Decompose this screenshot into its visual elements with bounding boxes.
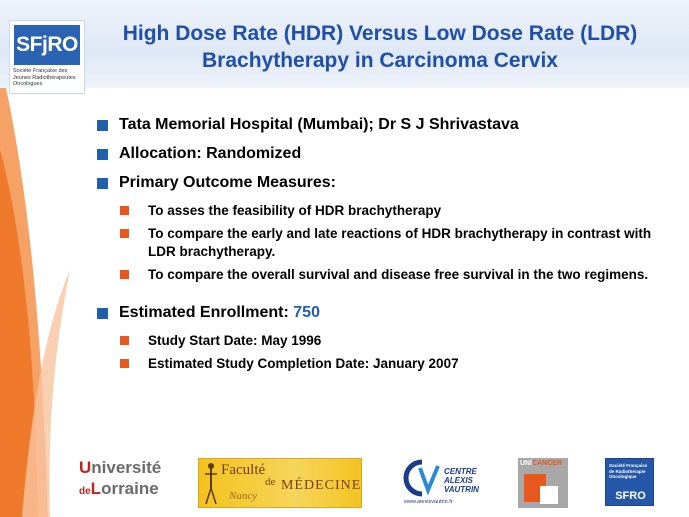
square-bullet-icon xyxy=(97,120,108,131)
square-bullet-icon xyxy=(97,308,108,319)
unicancer-mark-icon xyxy=(524,474,558,504)
bullet-item: Tata Memorial Hospital (Mumbai); Dr S J … xyxy=(97,115,677,135)
sub-bullet-item: Estimated Study Completion Date: January… xyxy=(120,355,677,373)
sub-bullet-item: To compare the overall survival and dise… xyxy=(120,266,677,284)
unicancer-logo: UNICANCER xyxy=(518,458,568,508)
header-band xyxy=(0,0,689,88)
sub-bullet-text: Study Start Date: May 1996 xyxy=(148,333,322,348)
bullet-text: Primary Outcome Measures: xyxy=(119,174,336,191)
skeleton-icon xyxy=(205,463,217,505)
faculte-de-medecine-nancy-logo: Faculté de MÉDECINE Nancy xyxy=(198,458,362,508)
sfro-logo: Société Française de Radiothérapie Oncol… xyxy=(605,458,654,506)
sub-bullet-item: To compare the early and late reactions … xyxy=(120,225,677,261)
bullet-item: Allocation: Randomized xyxy=(97,144,677,164)
sfjro-logo: SFjRO Société Française des Jeunes Radio… xyxy=(9,20,85,94)
universite-de-lorraine-logo: Université deLorraine xyxy=(79,458,162,498)
sub-bullet-text: To compare the early and late reactions … xyxy=(148,226,652,259)
sub-bullet-item: To asses the feasibility of HDR brachyth… xyxy=(120,202,677,220)
sub-bullet-text: Estimated Study Completion Date: January… xyxy=(148,356,459,371)
slide-title-line1: High Dose Rate (HDR) Versus Low Dose Rat… xyxy=(122,22,638,45)
bullet-item: Primary Outcome Measures: xyxy=(97,173,677,193)
bullet-item: Estimated Enrollment: 750 xyxy=(97,303,677,323)
slide-title: High Dose Rate (HDR) Versus Low Dose Rat… xyxy=(80,20,680,74)
square-bullet-icon xyxy=(97,178,108,189)
square-bullet-icon xyxy=(120,336,129,345)
sfjro-logo-mark: SFjRO xyxy=(14,25,80,65)
sub-bullet-text: To compare the overall survival and dise… xyxy=(148,267,649,282)
square-bullet-icon xyxy=(120,206,129,215)
slide-content: Tata Memorial Hospital (Mumbai); Dr S J … xyxy=(97,115,677,378)
centre-alexis-vautrin-logo: CENTRE ALEXIS VAUTRIN www.alexisvautrin.… xyxy=(402,458,482,508)
spacer xyxy=(97,289,677,303)
bullet-text: Allocation: Randomized xyxy=(119,145,302,162)
bullet-text: Tata Memorial Hospital (Mumbai); Dr S J … xyxy=(119,116,519,133)
square-bullet-icon xyxy=(120,270,129,279)
sub-bullet-item: Study Start Date: May 1996 xyxy=(120,332,677,350)
sub-bullet-text: To asses the feasibility of HDR brachyth… xyxy=(148,203,442,218)
bullet-text: Estimated Enrollment: xyxy=(119,304,289,321)
square-bullet-icon xyxy=(120,229,129,238)
cav-mark-icon xyxy=(403,459,440,497)
slide-title-line2: Brachytherapy in Carcinoma Cervix xyxy=(202,49,558,72)
sfjro-logo-caption: Société Française des Jeunes Radiothérap… xyxy=(13,68,76,87)
square-bullet-icon xyxy=(120,359,129,368)
enrollment-value: 750 xyxy=(293,304,320,321)
square-bullet-icon xyxy=(97,149,108,160)
decorative-orange-swoosh xyxy=(0,60,70,517)
